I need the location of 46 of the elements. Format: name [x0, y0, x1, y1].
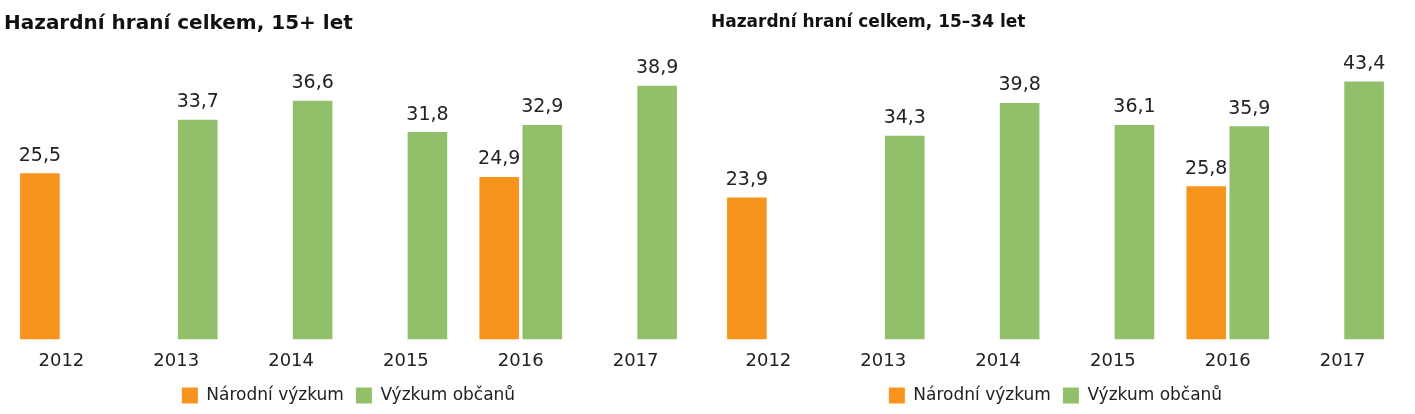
legend-label: Výzkum občanů — [1087, 383, 1223, 404]
bar — [1344, 81, 1384, 340]
x-tick-label: 2012 — [745, 348, 792, 370]
legend-label: Národní výzkum — [206, 383, 344, 404]
data-label: 38,9 — [635, 55, 679, 78]
bar — [1114, 124, 1155, 340]
x-tick-label: 2015 — [1090, 348, 1136, 370]
x-tick-label: 2013 — [860, 348, 907, 370]
bar — [20, 173, 60, 340]
bar — [727, 197, 767, 340]
bar — [1186, 186, 1227, 340]
data-label: 39,8 — [998, 72, 1041, 95]
data-label: 24,9 — [478, 146, 521, 169]
bar — [637, 85, 677, 340]
chart-title: Hazardní hraní celkem, 15–34 let — [711, 10, 1026, 31]
bar — [177, 119, 218, 340]
data-label: 31,8 — [406, 101, 449, 124]
data-label: 36,6 — [291, 70, 334, 93]
data-label: 25,8 — [1185, 155, 1228, 178]
bar — [1229, 126, 1270, 340]
bar — [522, 124, 563, 340]
bar — [999, 102, 1040, 340]
data-label: 35,9 — [1228, 95, 1271, 118]
data-label: 33,7 — [176, 89, 219, 112]
legend-label: Národní výzkum — [913, 383, 1051, 404]
data-label: 34,3 — [883, 105, 926, 128]
x-tick-label: 2012 — [38, 348, 85, 370]
bar — [292, 100, 333, 340]
data-label: 25,5 — [18, 142, 62, 165]
x-tick-label: 2014 — [975, 348, 1021, 370]
bar — [479, 177, 520, 340]
x-tick-label: 2013 — [153, 348, 200, 370]
x-tick-label: 2016 — [497, 348, 544, 370]
x-tick-label: 2017 — [612, 348, 659, 370]
bar — [407, 132, 448, 340]
data-label: 43,4 — [1342, 51, 1386, 74]
x-tick-label: 2016 — [1204, 348, 1251, 370]
bar — [884, 135, 925, 340]
chart-title: Hazardní hraní celkem, 15+ let — [4, 10, 354, 35]
legend-label: Výzkum občanů — [380, 383, 516, 404]
data-label: 23,9 — [725, 166, 769, 189]
data-label: 36,1 — [1113, 94, 1156, 117]
x-tick-label: 2017 — [1319, 348, 1366, 370]
x-tick-label: 2014 — [268, 348, 314, 370]
data-label: 32,9 — [521, 94, 564, 117]
x-tick-label: 2015 — [383, 348, 429, 370]
